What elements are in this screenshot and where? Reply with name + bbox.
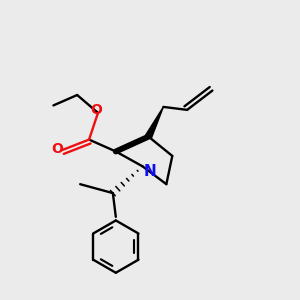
Text: O: O xyxy=(90,103,102,118)
Text: N: N xyxy=(144,164,156,179)
Text: O: O xyxy=(51,142,63,155)
Polygon shape xyxy=(146,107,164,138)
